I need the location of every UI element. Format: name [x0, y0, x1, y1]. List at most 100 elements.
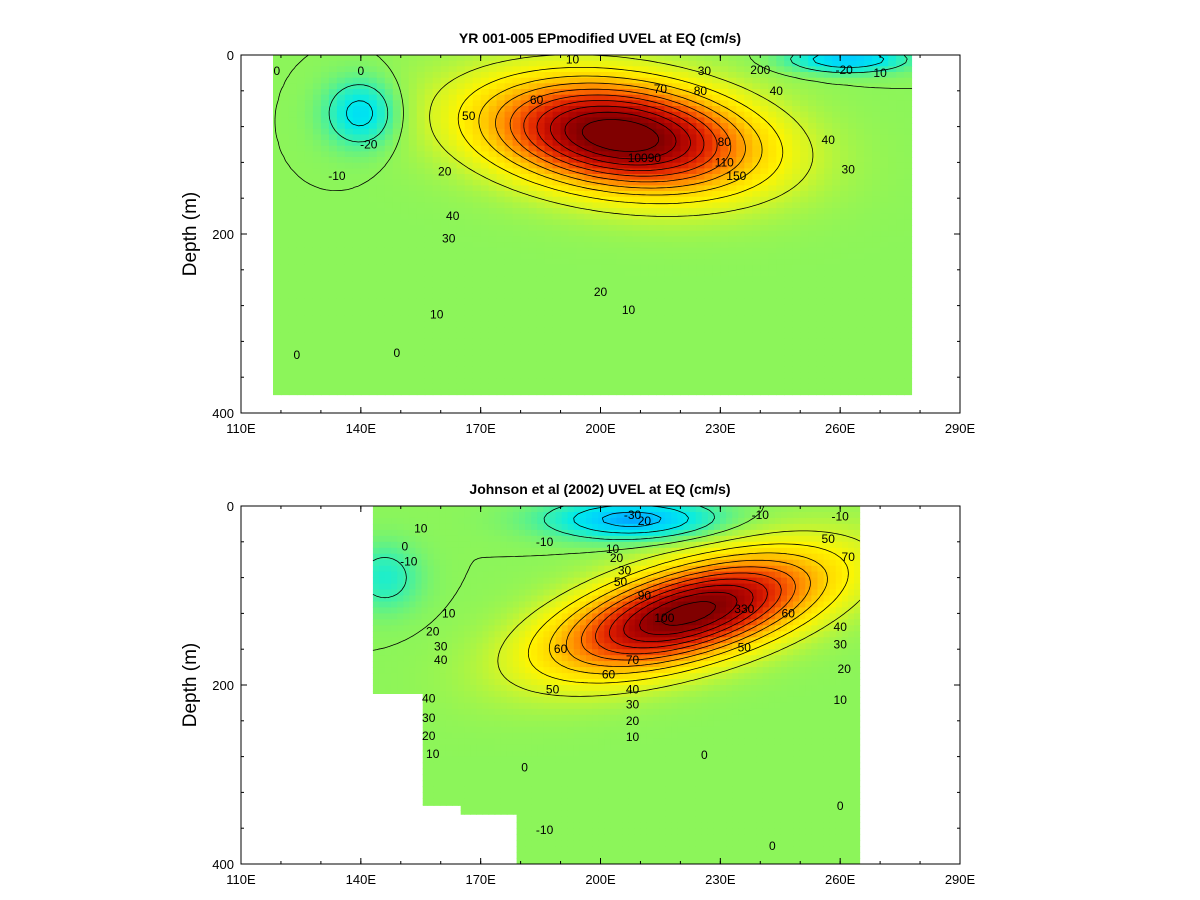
field-cell: [696, 185, 705, 192]
field-cell: [856, 276, 865, 283]
field-cell: [320, 298, 330, 305]
field-cell: [616, 157, 626, 164]
field-cell: [320, 230, 330, 237]
field-cell: [280, 304, 290, 311]
field-cell: [568, 287, 578, 294]
field-cell: [280, 100, 290, 107]
field-cell: [280, 202, 290, 209]
field-cell: [560, 162, 570, 169]
field-cell: [880, 106, 889, 113]
field-cell: [600, 327, 610, 334]
field-cell: [320, 145, 330, 152]
field-cell: [648, 298, 657, 305]
field-cell: [832, 230, 841, 237]
field-cell: [824, 287, 833, 294]
field-cell: [368, 140, 378, 147]
field-cell: [456, 264, 466, 271]
field-cell: [896, 287, 905, 294]
field-cell: [600, 179, 610, 186]
field-cell: [624, 332, 634, 339]
field-cell: [552, 242, 562, 249]
field-cell: [664, 361, 673, 368]
field-cell: [680, 89, 689, 96]
field-cell: [304, 77, 314, 84]
field-cell: [344, 174, 354, 181]
field-cell: [576, 94, 586, 101]
field-cell: [616, 145, 626, 152]
field-cell: [576, 344, 586, 351]
field-cell: [752, 202, 761, 209]
field-cell: [656, 123, 665, 130]
field-cell: [728, 287, 737, 294]
field-cell: [880, 355, 889, 362]
field-cell: [384, 344, 394, 351]
field-cell: [680, 128, 689, 135]
field-cell: [344, 168, 354, 175]
field-cell: [688, 151, 697, 158]
field-cell: [864, 225, 873, 232]
field-cell: [328, 332, 338, 339]
field-cell: [400, 157, 410, 164]
field-cell: [448, 111, 458, 118]
field-cell: [736, 134, 745, 141]
field-cell: [656, 117, 665, 124]
field-cell: [368, 281, 378, 288]
field-cell: [768, 236, 777, 243]
field-cell: [392, 174, 402, 181]
field-cell: [352, 60, 362, 67]
field-cell: [568, 123, 578, 130]
field-cell: [768, 383, 777, 391]
field-cell: [600, 247, 610, 254]
field-cell: [664, 344, 673, 351]
field-cell: [704, 293, 713, 300]
field-cell: [904, 298, 913, 305]
field-cell: [712, 66, 721, 73]
field-cell: [656, 202, 665, 209]
field-cell: [656, 89, 665, 96]
field-cell: [288, 270, 298, 277]
field-cell: [800, 355, 809, 362]
field-cell: [456, 191, 466, 198]
field-cell: [528, 230, 538, 237]
field-cell: [352, 202, 362, 209]
field-cell: [808, 332, 817, 339]
field-cell: [280, 247, 290, 254]
field-cell: [408, 162, 418, 169]
field-cell: [464, 389, 474, 396]
field-cell: [304, 66, 314, 73]
field-cell: [848, 361, 857, 368]
field-cell: [432, 378, 442, 385]
field-cell: [560, 145, 570, 152]
field-cell: [904, 259, 913, 266]
field-cell: [752, 332, 761, 339]
field-cell: [352, 389, 362, 396]
field-cell: [856, 117, 865, 124]
field-cell: [512, 185, 522, 192]
field-cell: [760, 281, 769, 288]
field-cell: [576, 378, 586, 385]
field-cell: [672, 321, 681, 328]
field-cell: [656, 213, 665, 220]
field-cell: [544, 293, 554, 300]
field-cell: [488, 361, 498, 368]
field-cell: [792, 281, 801, 288]
field-cell: [696, 128, 705, 135]
field-cell: [320, 327, 330, 334]
field-cell: [464, 236, 474, 243]
field-cell: [656, 321, 665, 328]
field-cell: [464, 191, 474, 198]
field-cell: [712, 157, 721, 164]
field-cell: [656, 162, 665, 169]
field-cell: [536, 355, 546, 362]
field-cell: [408, 372, 418, 379]
field-cell: [304, 60, 314, 67]
field-cell: [520, 344, 530, 351]
field-cell: [392, 111, 402, 118]
field-cell: [376, 355, 386, 362]
field-cell: [760, 253, 769, 260]
field-cell: [648, 242, 657, 249]
field-cell: [904, 111, 913, 118]
field-cell: [424, 236, 434, 243]
field-cell: [560, 242, 570, 249]
field-cell: [840, 344, 849, 351]
